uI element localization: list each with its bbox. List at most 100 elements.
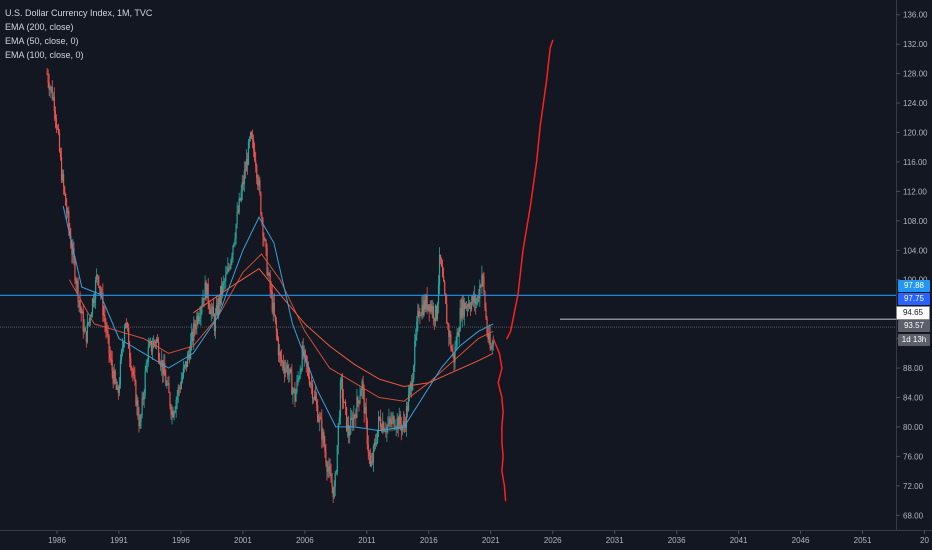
candle-body [99, 286, 101, 290]
candle-body [359, 395, 361, 404]
candle-body [393, 416, 395, 429]
candle-body [139, 421, 141, 427]
candle-body [209, 309, 211, 315]
candle-body [323, 431, 325, 445]
candle-body [286, 364, 288, 369]
candle-body [401, 425, 403, 431]
candle-body [451, 348, 453, 352]
candle-body [364, 407, 366, 414]
candle-body [54, 110, 56, 119]
candle-body [329, 466, 331, 474]
candle-body [379, 416, 381, 419]
candle-body [66, 205, 68, 214]
candle-body [190, 341, 192, 359]
drawing-path-down[interactable] [492, 337, 507, 502]
candle-body [338, 417, 340, 424]
candle-body [75, 280, 77, 284]
candle-body [153, 340, 156, 343]
candle-body [123, 328, 126, 343]
candle-body [133, 375, 135, 376]
candle-body [288, 373, 290, 376]
candle-body [470, 301, 473, 310]
candle-body [101, 292, 103, 295]
time-axis-label: 2046 [792, 536, 810, 545]
time-axis-label: 1986 [48, 536, 66, 545]
candle-body [145, 363, 147, 372]
candle-body [348, 424, 350, 436]
candle-body [299, 371, 301, 379]
candle-body [81, 311, 83, 314]
candle-body [117, 386, 119, 393]
candle-body [138, 416, 140, 427]
price-axis-label: 104.00 [903, 246, 928, 255]
indicator-ema50-label[interactable]: EMA (50, close, 0) [5, 36, 79, 46]
candle-body [320, 416, 322, 419]
candle-body [420, 315, 422, 316]
candle-body [225, 274, 227, 281]
candle-body [402, 421, 404, 426]
indicator-ema200-label[interactable]: EMA (200, close) [5, 22, 74, 32]
candle-body [130, 358, 132, 369]
candle-body [303, 350, 305, 357]
candle-body [330, 473, 332, 483]
candle-body [245, 159, 248, 172]
candle-body [46, 73, 48, 75]
candle-body [208, 302, 210, 310]
candle-body [57, 128, 60, 133]
candle-body [370, 460, 372, 466]
candle-body [298, 378, 300, 379]
candle-body [280, 357, 283, 363]
candle-body [349, 433, 351, 436]
price-axis-label: 68.00 [903, 511, 924, 520]
candle-body [301, 345, 303, 370]
candle-body [109, 353, 111, 359]
candle-body [278, 352, 281, 356]
candle-body [376, 429, 379, 443]
time-axis-label: 20 [920, 536, 929, 545]
candle-body [222, 283, 224, 295]
candle-body [141, 397, 143, 416]
candle-body [272, 302, 274, 312]
candle-body [481, 275, 483, 287]
candle-body [438, 254, 441, 285]
ema50-line [62, 205, 494, 432]
indicator-ema100-label[interactable]: EMA (100, close, 0) [5, 50, 84, 60]
candle-body [182, 367, 185, 377]
candle-body [284, 368, 286, 373]
candle-body [365, 407, 367, 421]
candle-body [444, 281, 446, 294]
time-axis-label: 2041 [730, 536, 748, 545]
candle-body [197, 315, 199, 322]
candle-body [199, 316, 201, 319]
candle-body [466, 306, 469, 308]
candle-body [293, 388, 295, 390]
candle-body [453, 353, 455, 363]
candle-body [306, 363, 308, 367]
candle-body [476, 301, 478, 305]
candle-body [102, 292, 104, 315]
candle-body [483, 276, 485, 292]
candle-body [463, 302, 465, 317]
candle-body [398, 414, 400, 430]
price-axis-label: 84.00 [903, 394, 924, 403]
drawing-path-up[interactable] [506, 39, 554, 340]
candle-body [447, 323, 449, 325]
candle-body [132, 369, 134, 376]
candle-body [256, 165, 258, 178]
candle-body [443, 276, 445, 282]
candle-body [421, 304, 423, 316]
candle-body [442, 266, 444, 277]
candle-body [319, 416, 321, 422]
candle-body [98, 276, 100, 287]
candle-body [111, 359, 113, 371]
candle-body [59, 151, 62, 158]
candle-body [478, 295, 480, 299]
candle-body [93, 299, 96, 304]
candle-body [328, 466, 330, 470]
price-axis-label: 136.00 [903, 11, 928, 20]
candle-body [239, 198, 241, 201]
candle-body [450, 334, 452, 349]
symbol-title[interactable]: U.S. Dollar Currency Index, 1M, TVC [5, 8, 153, 18]
